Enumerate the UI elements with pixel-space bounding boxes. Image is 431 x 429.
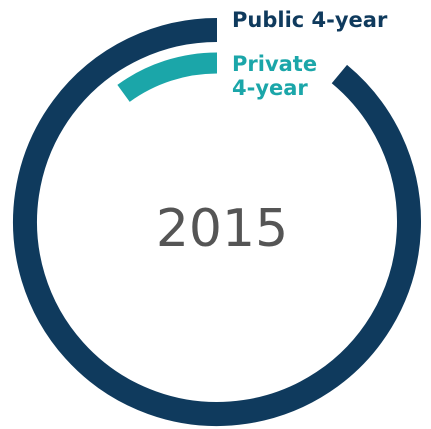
- legend-label: Public 4-year: [232, 8, 388, 32]
- legend-label: Private 4-year: [232, 52, 318, 100]
- arc-bar: [13, 18, 421, 426]
- chart-title: 2015: [156, 199, 288, 259]
- arc-bar: [117, 52, 218, 102]
